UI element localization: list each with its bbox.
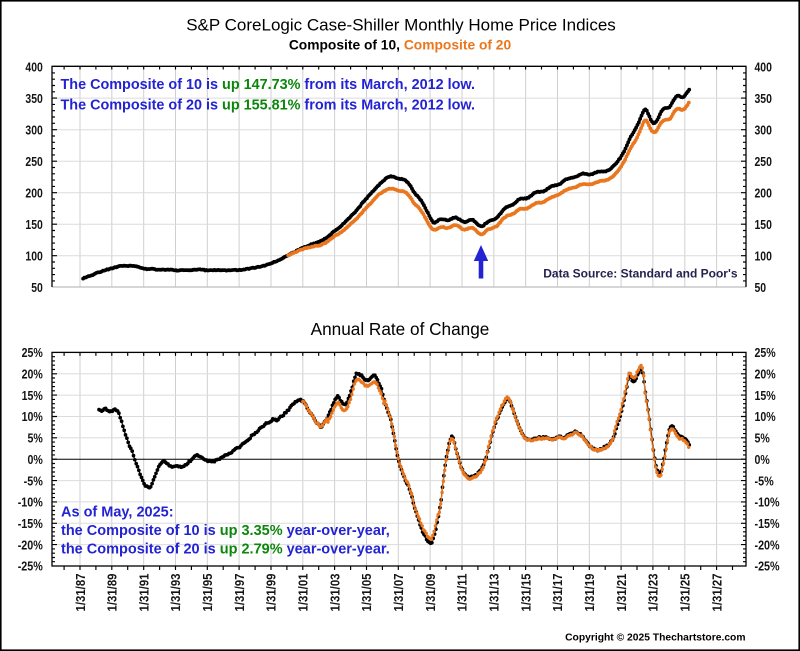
svg-text:15%: 15% [755, 388, 777, 403]
svg-text:1/31/95: 1/31/95 [200, 574, 215, 612]
svg-text:50: 50 [31, 280, 43, 295]
svg-text:As of May, 2025:: As of May, 2025: [61, 505, 174, 521]
svg-text:-25%: -25% [755, 559, 780, 574]
svg-text:-20%: -20% [18, 537, 43, 552]
svg-text:5%: 5% [28, 431, 44, 446]
svg-text:1/31/15: 1/31/15 [518, 574, 533, 612]
svg-text:-15%: -15% [18, 516, 43, 531]
svg-text:200: 200 [755, 185, 772, 200]
svg-text:10%: 10% [22, 409, 44, 424]
svg-text:-25%: -25% [18, 559, 43, 574]
svg-text:1/31/97: 1/31/97 [232, 574, 247, 612]
svg-text:5%: 5% [755, 431, 771, 446]
svg-text:The Composite of 10 is up 147.: The Composite of 10 is up 147.73% from i… [61, 77, 476, 93]
svg-text:-20%: -20% [755, 537, 780, 552]
svg-text:The Composite of 20 is up 155.: The Composite of 20 is up 155.81% from i… [61, 98, 476, 114]
svg-text:-5%: -5% [24, 473, 44, 488]
svg-text:-10%: -10% [755, 495, 780, 510]
svg-text:Composite of 10, Composite of: Composite of 10, Composite of 20 [289, 38, 512, 53]
svg-text:1/31/93: 1/31/93 [168, 574, 183, 612]
svg-text:1/31/89: 1/31/89 [105, 574, 120, 612]
svg-text:the Composite of 10 is up 3.35: the Composite of 10 is up 3.35% year-ove… [61, 523, 390, 539]
svg-text:-10%: -10% [18, 495, 43, 510]
svg-text:15%: 15% [22, 388, 44, 403]
svg-text:-15%: -15% [755, 516, 780, 531]
svg-text:25%: 25% [755, 345, 777, 360]
svg-text:1/31/19: 1/31/19 [582, 574, 597, 612]
svg-text:-5%: -5% [755, 473, 775, 488]
svg-text:10%: 10% [755, 409, 777, 424]
svg-text:1/31/13: 1/31/13 [487, 574, 502, 612]
svg-text:1/31/17: 1/31/17 [550, 574, 565, 612]
svg-text:Annual Rate of Change: Annual Rate of Change [311, 319, 490, 339]
svg-text:20%: 20% [755, 367, 777, 382]
svg-text:1/31/09: 1/31/09 [423, 574, 438, 612]
svg-text:150: 150 [755, 217, 772, 232]
svg-text:the Composite of 20 is up 2.79: the Composite of 20 is up 2.79% year-ove… [61, 542, 390, 558]
svg-text:400: 400 [755, 59, 772, 74]
svg-text:Copyright © 2025 Thechartstore: Copyright © 2025 Thechartstore.com [565, 632, 745, 643]
svg-text:20%: 20% [22, 367, 44, 382]
svg-text:250: 250 [25, 154, 42, 169]
svg-text:1/31/91: 1/31/91 [136, 574, 151, 612]
svg-text:350: 350 [755, 91, 772, 106]
svg-text:25%: 25% [22, 345, 44, 360]
svg-text:1/31/23: 1/31/23 [646, 574, 661, 612]
svg-text:1/31/03: 1/31/03 [327, 574, 342, 612]
svg-text:50: 50 [755, 280, 767, 295]
svg-text:1/31/27: 1/31/27 [709, 574, 724, 612]
svg-text:400: 400 [25, 59, 42, 74]
svg-text:350: 350 [25, 91, 42, 106]
svg-text:1/31/21: 1/31/21 [614, 574, 629, 612]
svg-text:0%: 0% [28, 452, 44, 467]
svg-text:1/31/87: 1/31/87 [73, 574, 88, 612]
svg-text:1/31/99: 1/31/99 [264, 574, 279, 612]
svg-text:300: 300 [25, 122, 42, 137]
svg-text:1/31/07: 1/31/07 [391, 574, 406, 612]
svg-text:S&P CoreLogic Case-Shiller Mon: S&P CoreLogic Case-Shiller Monthly Home … [186, 16, 616, 35]
svg-text:300: 300 [755, 122, 772, 137]
svg-text:1/31/05: 1/31/05 [359, 574, 374, 612]
svg-text:0%: 0% [755, 452, 771, 467]
svg-text:150: 150 [25, 217, 42, 232]
svg-text:1/31/01: 1/31/01 [296, 574, 311, 612]
svg-text:1/31/25: 1/31/25 [678, 574, 693, 612]
svg-text:100: 100 [25, 248, 42, 263]
svg-text:250: 250 [755, 154, 772, 169]
svg-text:200: 200 [25, 185, 42, 200]
svg-text:100: 100 [755, 248, 772, 263]
svg-text:1/31/11: 1/31/11 [455, 574, 470, 612]
svg-text:Data Source: Standard and Poor: Data Source: Standard and Poor's [543, 266, 738, 280]
